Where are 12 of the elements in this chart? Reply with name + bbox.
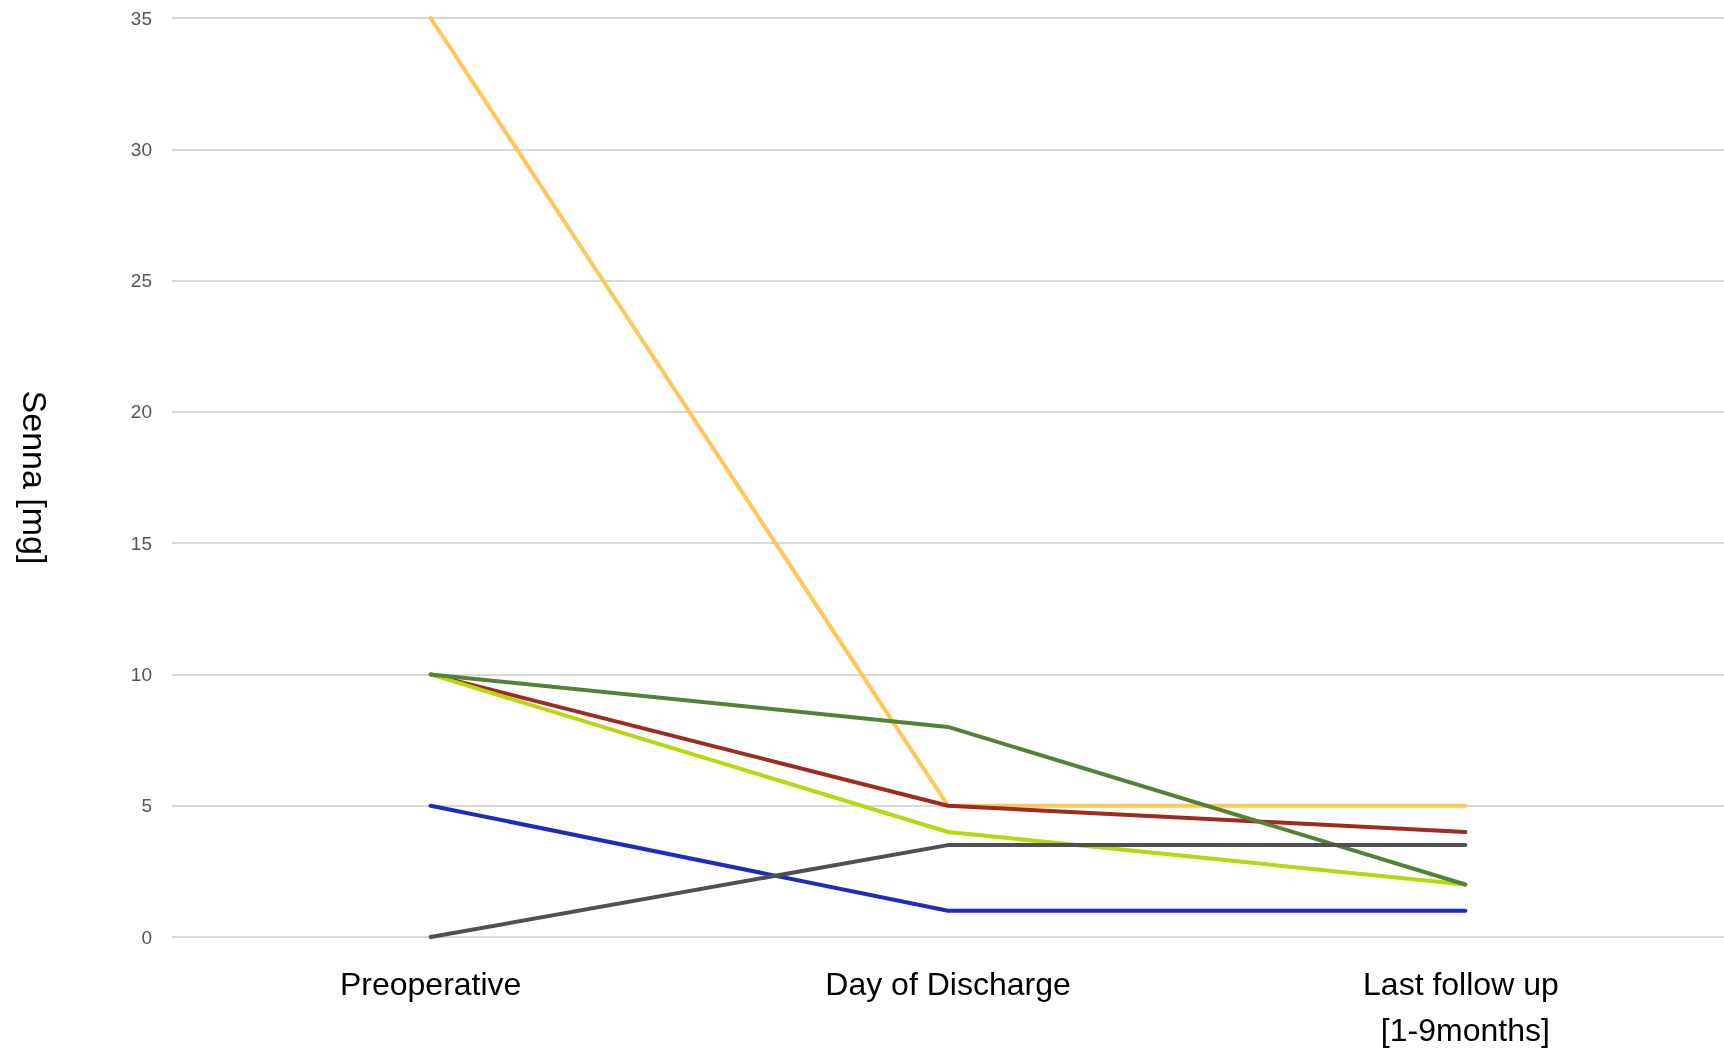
y-tick-label: 15 <box>130 532 152 554</box>
x-tick-label: Last follow up [1-9months] <box>1363 966 1568 1048</box>
y-tick-label: 5 <box>141 795 152 817</box>
y-tick-label: 10 <box>130 663 152 685</box>
x-tick-label: Preoperative <box>339 966 522 1002</box>
y-tick-label: 20 <box>130 401 152 423</box>
y-axis-title: Senna [mg] <box>16 390 54 565</box>
y-tick-label: 0 <box>141 926 152 948</box>
y-tick-label: 30 <box>130 138 152 160</box>
y-tick-label: 25 <box>130 270 152 292</box>
y-tick-label: 35 <box>130 7 152 29</box>
x-tick-label: Day of Discharge <box>825 966 1071 1002</box>
